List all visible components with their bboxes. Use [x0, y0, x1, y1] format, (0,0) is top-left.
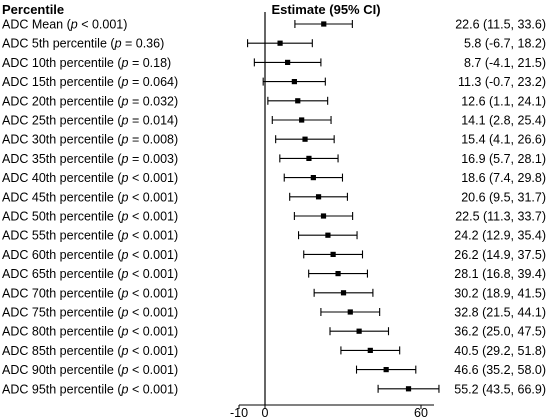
row-label: ADC 30th percentile (p = 0.008): [2, 133, 178, 147]
estimate-text: 15.4 (4.1, 26.6): [461, 133, 546, 147]
estimate-text: 14.1 (2.8, 25.4): [461, 114, 546, 128]
point-estimate: [291, 79, 297, 85]
estimate-text: 36.2 (25.0, 47.5): [454, 325, 546, 339]
estimate-text: 26.2 (14.9, 37.5): [454, 248, 546, 262]
row-label: ADC 75th percentile (p < 0.001): [2, 306, 178, 320]
point-estimate: [367, 347, 373, 353]
x-tick-label: 0: [262, 406, 269, 419]
point-estimate: [299, 117, 305, 123]
point-estimate: [383, 367, 389, 373]
point-estimate: [330, 251, 336, 257]
point-estimate: [321, 21, 327, 27]
row-label: ADC 80th percentile (p < 0.001): [2, 325, 178, 339]
point-estimate: [347, 309, 353, 315]
row-label: ADC 90th percentile (p < 0.001): [2, 363, 178, 377]
row-label: ADC 10th percentile (p = 0.18): [2, 56, 171, 70]
point-estimate: [310, 175, 316, 181]
point-estimate: [277, 40, 283, 46]
row-label: ADC 5th percentile (p = 0.36): [2, 37, 164, 51]
row-label: ADC 25th percentile (p = 0.014): [2, 114, 178, 128]
estimate-text: 46.6 (35.2, 58.0): [454, 363, 546, 377]
estimate-text: 12.6 (1.1, 24.1): [461, 94, 546, 108]
row-label: ADC 55th percentile (p < 0.001): [2, 229, 178, 243]
estimate-text: 18.6 (7.4, 29.8): [461, 171, 546, 185]
point-estimate: [320, 213, 327, 219]
estimate-text: 24.2 (12.9, 35.4): [454, 229, 546, 243]
estimate-text: 11.3 (-0.7, 23.2): [458, 75, 546, 89]
row-label: ADC 60th percentile (p < 0.001): [2, 248, 178, 262]
estimate-text: 5.8 (-6.7, 18.2): [464, 37, 546, 51]
point-estimate: [306, 155, 312, 161]
x-tick-label: 60: [414, 406, 428, 419]
estimate-text: 22.5 (11.3, 33.7): [455, 210, 546, 224]
estimate-column-header: Estimate (95% CI): [271, 2, 380, 17]
row-label: ADC 50th percentile (p < 0.001): [2, 210, 178, 224]
estimate-text: 40.5 (29.2, 51.8): [454, 344, 546, 358]
row-label: ADC 65th percentile (p < 0.001): [2, 267, 178, 281]
row-label: ADC 70th percentile (p < 0.001): [2, 286, 178, 300]
row-label: ADC 85th percentile (p < 0.001): [2, 344, 178, 358]
point-estimate: [340, 290, 347, 296]
estimate-text: 8.7 (-4.1, 21.5): [464, 56, 546, 70]
estimate-text: 20.6 (9.5, 31.7): [461, 190, 546, 204]
point-estimate: [356, 328, 362, 334]
row-label: ADC 95th percentile (p < 0.001): [2, 382, 178, 396]
point-estimate: [285, 59, 291, 65]
estimate-text: 32.8 (21.5, 44.1): [454, 306, 546, 320]
estimate-text: 28.1 (16.8, 39.4): [454, 267, 546, 281]
row-label: ADC 40th percentile (p < 0.001): [2, 171, 178, 185]
estimate-text: 22.6 (11.5, 33.6): [455, 18, 546, 32]
point-estimate: [335, 271, 341, 277]
point-estimate: [405, 386, 412, 392]
point-estimate: [315, 194, 322, 200]
row-label: ADC 15th percentile (p = 0.064): [2, 75, 178, 89]
estimate-text: 30.2 (18.9, 41.5): [454, 286, 546, 300]
row-label: ADC Mean (p < 0.001): [2, 18, 127, 32]
point-estimate: [325, 232, 331, 238]
row-label: ADC 45th percentile (p < 0.001): [2, 190, 178, 204]
label-column-header: Percentile: [2, 2, 64, 17]
point-estimate: [295, 98, 301, 104]
estimate-text: 55.2 (43.5, 66.9): [454, 382, 546, 396]
x-tick-label: -10: [230, 406, 248, 419]
point-estimate: [302, 136, 308, 142]
row-label: ADC 20th percentile (p = 0.032): [2, 94, 178, 108]
row-label: ADC 35th percentile (p = 0.003): [2, 152, 178, 166]
estimate-text: 16.9 (5.7, 28.1): [461, 152, 546, 166]
